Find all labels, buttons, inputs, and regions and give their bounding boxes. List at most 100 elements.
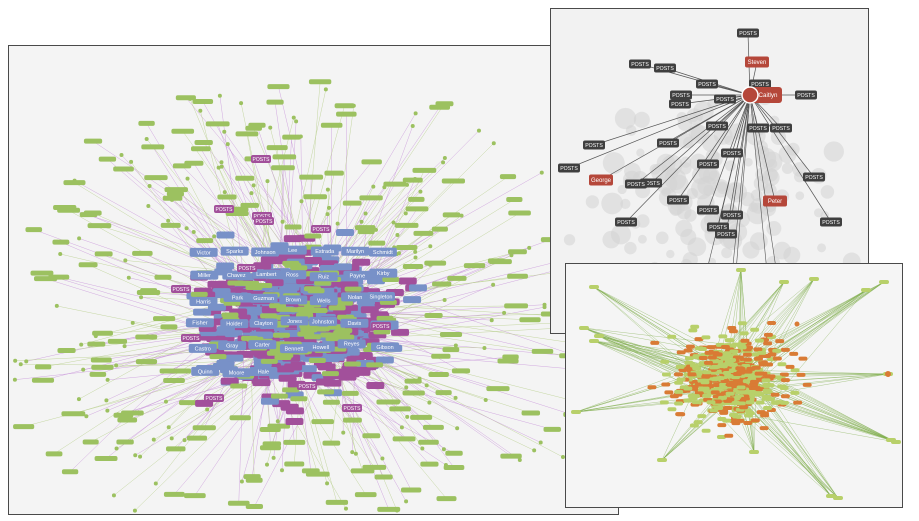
leaf-node[interactable] bbox=[54, 303, 59, 308]
leaf-node[interactable] bbox=[194, 140, 213, 146]
orange-graph-panel[interactable] bbox=[565, 263, 903, 508]
post-node[interactable] bbox=[207, 280, 226, 288]
green-node[interactable] bbox=[763, 405, 773, 410]
orange-node[interactable] bbox=[703, 360, 713, 365]
leaf-node[interactable] bbox=[366, 362, 384, 368]
leaf-node[interactable] bbox=[539, 170, 544, 175]
leaf-node[interactable] bbox=[260, 358, 278, 364]
green-node[interactable] bbox=[693, 420, 703, 425]
outer-node[interactable] bbox=[833, 496, 843, 500]
green-node[interactable] bbox=[700, 386, 710, 391]
leaf-node[interactable] bbox=[519, 317, 541, 323]
person-node[interactable] bbox=[216, 359, 235, 367]
orange-node[interactable] bbox=[739, 405, 749, 410]
orange-node[interactable] bbox=[750, 418, 760, 423]
leaf-node[interactable] bbox=[216, 165, 221, 170]
green-node[interactable] bbox=[667, 334, 677, 339]
orange-node[interactable] bbox=[780, 347, 790, 352]
green-node[interactable] bbox=[706, 400, 716, 405]
person-node-lee[interactable]: Lee bbox=[278, 245, 307, 255]
leaf-node[interactable] bbox=[379, 299, 397, 305]
post-node[interactable] bbox=[280, 403, 299, 411]
post-node[interactable] bbox=[260, 256, 279, 264]
leaf-node[interactable] bbox=[138, 454, 143, 459]
post-node[interactable] bbox=[317, 363, 336, 371]
leaf-node[interactable] bbox=[159, 368, 177, 374]
leaf-node[interactable] bbox=[185, 176, 190, 181]
person-node-clayton[interactable]: Clayton bbox=[249, 318, 278, 328]
green-node[interactable] bbox=[750, 352, 760, 357]
leaf-node[interactable] bbox=[435, 390, 452, 396]
leaf-node[interactable] bbox=[98, 156, 117, 162]
outer-node[interactable] bbox=[736, 268, 746, 272]
leaf-node[interactable] bbox=[153, 316, 176, 322]
leaf-node[interactable] bbox=[25, 227, 43, 233]
leaf-node[interactable] bbox=[325, 499, 349, 505]
person-node-estrada[interactable]: Estrada bbox=[310, 246, 339, 256]
posts-node[interactable]: POSTS bbox=[629, 59, 651, 69]
outer-node[interactable] bbox=[779, 280, 789, 284]
leaf-node[interactable] bbox=[219, 164, 224, 169]
green-node[interactable] bbox=[712, 376, 722, 381]
person-node-payne[interactable]: Payne bbox=[343, 270, 372, 280]
leaf-node[interactable] bbox=[487, 258, 505, 264]
green-node[interactable] bbox=[736, 401, 746, 406]
posts-node[interactable]: POSTS bbox=[297, 382, 317, 390]
orange-node[interactable] bbox=[780, 394, 790, 399]
leaf-node[interactable] bbox=[83, 210, 102, 216]
orange-node[interactable] bbox=[669, 394, 679, 399]
leaf-node[interactable] bbox=[273, 332, 291, 338]
leaf-node[interactable] bbox=[130, 320, 135, 325]
leaf-node[interactable] bbox=[413, 255, 418, 260]
green-node[interactable] bbox=[675, 364, 685, 369]
posts-node[interactable]: POSTS bbox=[721, 210, 743, 220]
leaf-node[interactable] bbox=[18, 362, 23, 367]
leaf-node[interactable] bbox=[392, 436, 416, 442]
leaf-node[interactable] bbox=[240, 202, 259, 208]
leaf-node[interactable] bbox=[325, 481, 330, 486]
person-node-ruiz[interactable]: Ruiz bbox=[309, 272, 338, 282]
person-node-kirby[interactable]: Kirby bbox=[369, 268, 398, 278]
leaf-node[interactable] bbox=[12, 377, 17, 382]
person-node-sparks[interactable]: Sparks bbox=[220, 246, 249, 256]
post-node[interactable] bbox=[398, 277, 417, 285]
leaf-node[interactable] bbox=[114, 446, 119, 451]
posts-node[interactable]: POSTS bbox=[770, 123, 792, 133]
leaf-node[interactable] bbox=[119, 152, 124, 157]
leaf-node[interactable] bbox=[90, 357, 112, 363]
leaf-node[interactable] bbox=[314, 280, 332, 286]
post-node[interactable] bbox=[315, 378, 334, 386]
leaf-node[interactable] bbox=[129, 159, 134, 164]
person-node-gray[interactable]: Gray bbox=[218, 341, 247, 351]
leaf-node[interactable] bbox=[404, 385, 409, 390]
orange-node[interactable] bbox=[770, 392, 780, 397]
leaf-node[interactable] bbox=[359, 219, 364, 224]
orange-node[interactable] bbox=[736, 367, 746, 372]
leaf-node[interactable] bbox=[418, 439, 439, 445]
leaf-node[interactable] bbox=[280, 468, 285, 473]
green-node[interactable] bbox=[661, 372, 671, 377]
green-node[interactable] bbox=[659, 400, 669, 405]
leaf-node[interactable] bbox=[507, 249, 527, 255]
leaf-node[interactable] bbox=[188, 96, 193, 101]
person-node[interactable] bbox=[319, 264, 338, 272]
green-node[interactable] bbox=[747, 389, 757, 394]
orange-node[interactable] bbox=[674, 372, 684, 377]
outer-node[interactable] bbox=[589, 339, 599, 343]
orange-node[interactable] bbox=[735, 418, 745, 423]
person-node[interactable] bbox=[193, 308, 212, 316]
orange-node[interactable] bbox=[756, 410, 766, 415]
leaf-node[interactable] bbox=[163, 399, 168, 404]
leaf-node[interactable] bbox=[87, 341, 106, 347]
orange-node[interactable] bbox=[759, 426, 769, 431]
green-node[interactable] bbox=[717, 395, 727, 400]
leaf-node[interactable] bbox=[432, 281, 452, 287]
leaf-node[interactable] bbox=[543, 426, 561, 432]
leaf-node[interactable] bbox=[380, 456, 385, 461]
green-node[interactable] bbox=[754, 338, 764, 343]
leaf-node[interactable] bbox=[221, 312, 239, 318]
leaf-node[interactable] bbox=[483, 397, 488, 402]
leaf-node[interactable] bbox=[135, 359, 158, 365]
leaf-node[interactable] bbox=[476, 128, 481, 133]
leaf-node[interactable] bbox=[78, 262, 98, 268]
